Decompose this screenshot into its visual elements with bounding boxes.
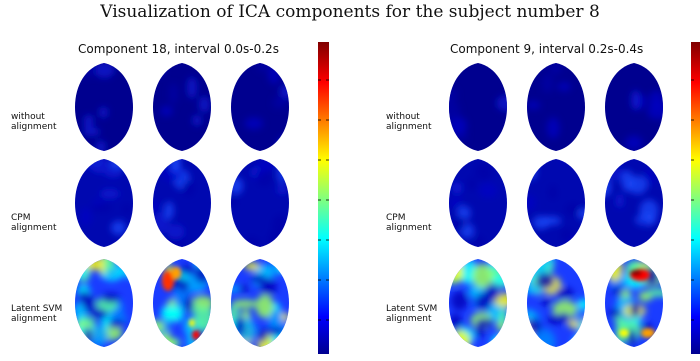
- topomap-left-row2-col1: [75, 159, 133, 247]
- topomap-left-row1-col1: [75, 63, 133, 151]
- topomap-left-row3-col1: [75, 259, 133, 347]
- figure-title: Visualization of ICA components for the …: [100, 2, 600, 22]
- topomap-left-row1-col3: [231, 63, 289, 151]
- row-label-cpm-alignment-left: CPM alignment: [11, 213, 57, 233]
- row-label-cpm-alignment-right: CPM alignment: [386, 213, 432, 233]
- topomap-right-row3-col1: [449, 259, 507, 347]
- topomap-left-row2-col2: [153, 159, 211, 247]
- panel-title-right: Component 9, interval 0.2s-0.4s: [450, 42, 644, 56]
- topomap-right-row2-col2: [527, 159, 585, 247]
- topomap-right-row1-col3: [605, 63, 663, 151]
- topomap-left-row3-col2: [153, 259, 211, 347]
- topomap-left-row3-col3: [231, 259, 289, 347]
- topomap-right-row2-col1: [449, 159, 507, 247]
- row-label-latent-svm-alignment-right: Latent SVM alignment: [386, 304, 438, 324]
- topomap-right-row3-col2: [527, 259, 585, 347]
- topomap-right-row1-col1: [449, 63, 507, 151]
- colorbar-left: [318, 42, 329, 354]
- topomap-right-row2-col3: [605, 159, 663, 247]
- topomap-left-row2-col3: [231, 159, 289, 247]
- row-label-without-alignment-left: without alignment: [11, 112, 57, 132]
- colorbar-right: [691, 42, 700, 354]
- topomap-left-row1-col2: [153, 63, 211, 151]
- topomap-right-row1-col2: [527, 63, 585, 151]
- panel-title-left: Component 18, interval 0.0s-0.2s: [78, 42, 279, 56]
- topomap-right-row3-col3: [605, 259, 663, 347]
- row-label-without-alignment-right: without alignment: [386, 112, 432, 132]
- row-label-latent-svm-alignment-left: Latent SVM alignment: [11, 304, 63, 324]
